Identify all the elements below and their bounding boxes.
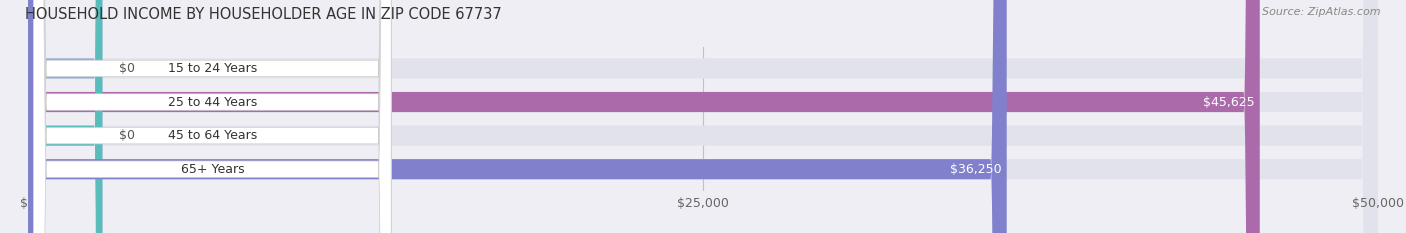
Text: $36,250: $36,250 xyxy=(949,163,1001,176)
Text: 25 to 44 Years: 25 to 44 Years xyxy=(167,96,257,109)
FancyBboxPatch shape xyxy=(28,0,103,233)
FancyBboxPatch shape xyxy=(28,0,1378,233)
FancyBboxPatch shape xyxy=(34,0,391,233)
FancyBboxPatch shape xyxy=(34,0,391,233)
FancyBboxPatch shape xyxy=(34,0,391,233)
FancyBboxPatch shape xyxy=(28,0,1378,233)
Text: HOUSEHOLD INCOME BY HOUSEHOLDER AGE IN ZIP CODE 67737: HOUSEHOLD INCOME BY HOUSEHOLDER AGE IN Z… xyxy=(25,7,502,22)
FancyBboxPatch shape xyxy=(34,0,391,233)
Text: $0: $0 xyxy=(118,62,135,75)
Text: 65+ Years: 65+ Years xyxy=(180,163,245,176)
FancyBboxPatch shape xyxy=(28,0,1007,233)
Text: Source: ZipAtlas.com: Source: ZipAtlas.com xyxy=(1263,7,1381,17)
FancyBboxPatch shape xyxy=(28,0,1260,233)
Text: 15 to 24 Years: 15 to 24 Years xyxy=(167,62,257,75)
FancyBboxPatch shape xyxy=(28,0,1378,233)
Text: $45,625: $45,625 xyxy=(1202,96,1254,109)
Text: 45 to 64 Years: 45 to 64 Years xyxy=(167,129,257,142)
FancyBboxPatch shape xyxy=(28,0,103,233)
Text: $0: $0 xyxy=(118,129,135,142)
FancyBboxPatch shape xyxy=(28,0,1378,233)
